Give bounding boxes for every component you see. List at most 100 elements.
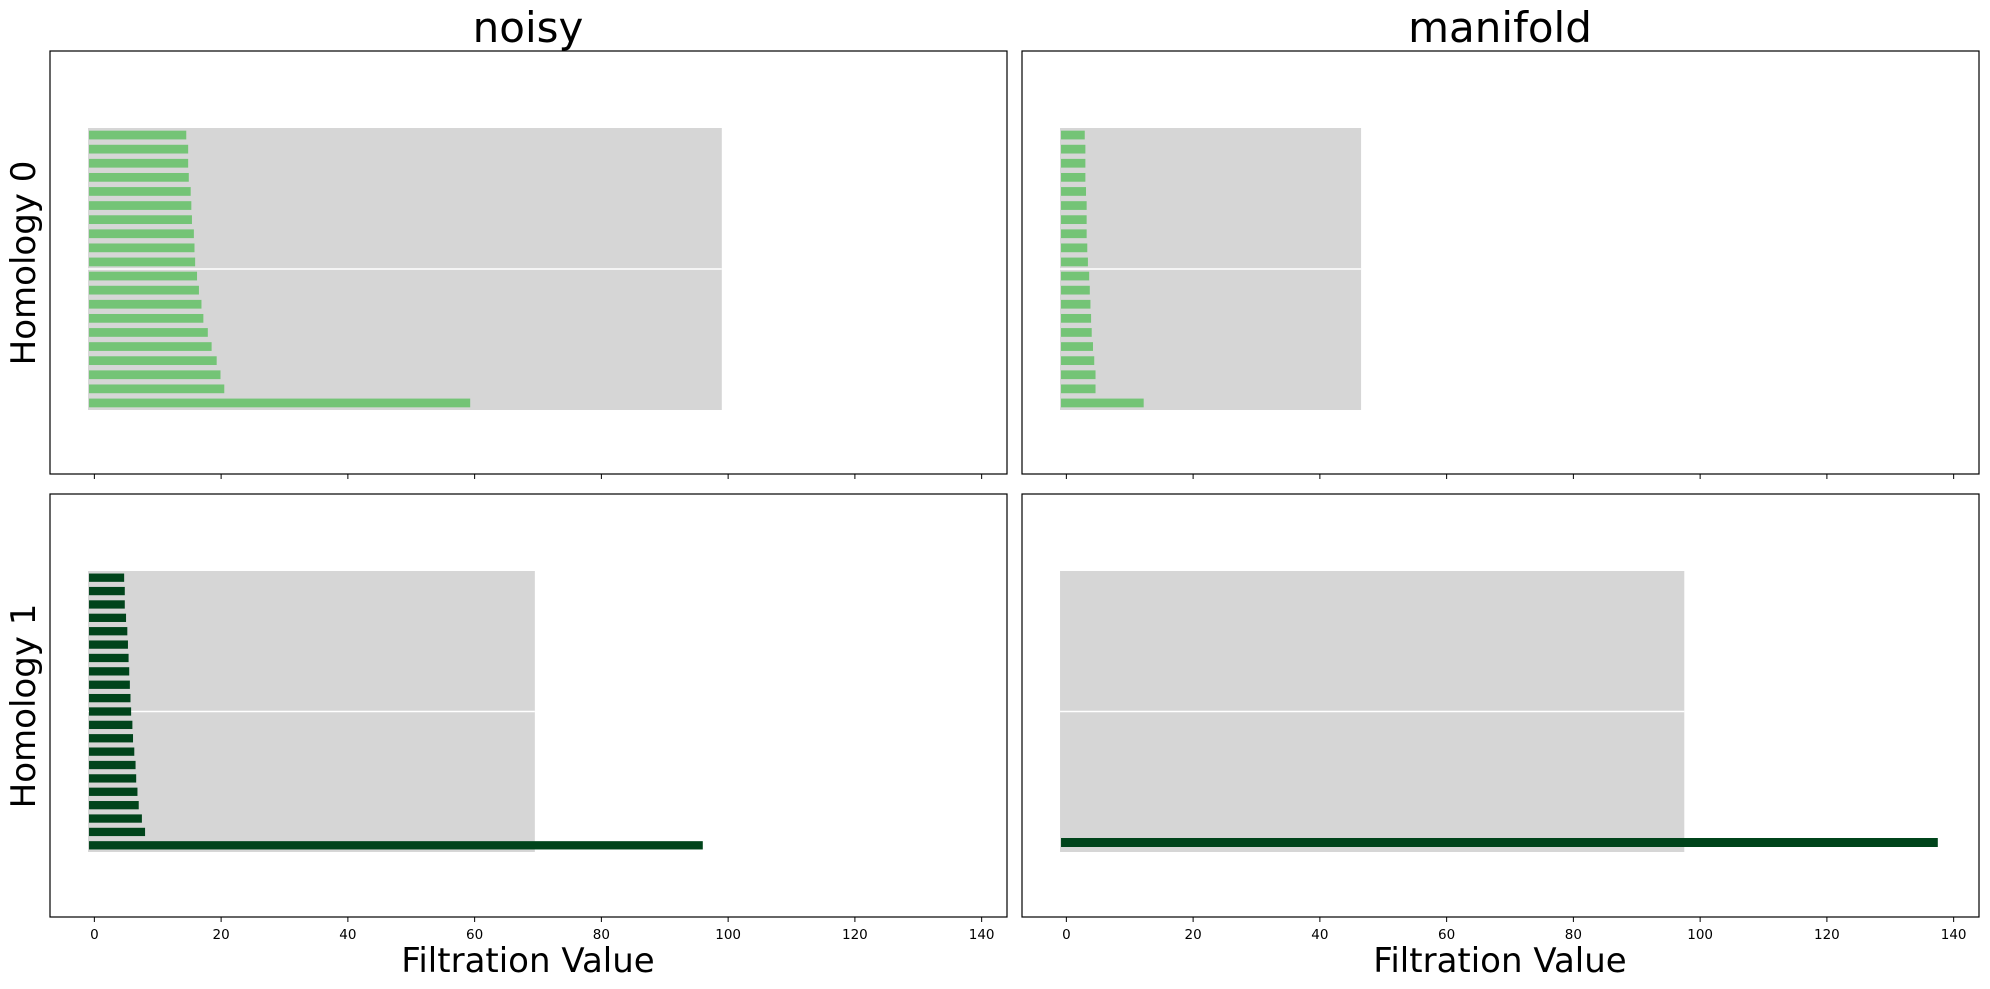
x-tick-label: 60	[1438, 927, 1455, 943]
barcode-bar	[89, 760, 136, 770]
plot-area	[88, 128, 722, 410]
row-label-homology-0: Homology 0	[4, 161, 44, 366]
barcode-bar	[1061, 229, 1087, 239]
barcode-bar	[1061, 243, 1088, 253]
barcode-bar	[89, 600, 125, 609]
barcode-bar	[1061, 215, 1087, 225]
x-axis	[1065, 474, 1955, 479]
column-title-manifold: manifold	[1408, 3, 1592, 52]
barcode-bar	[89, 328, 208, 337]
subplot-manifold-h0	[1021, 50, 1980, 479]
barcode-bar	[89, 398, 471, 408]
subplot-noisy-h0	[49, 50, 1008, 479]
barcode-bar	[1061, 144, 1086, 154]
barcode-bar	[89, 801, 139, 810]
barcode-bar	[1061, 313, 1092, 323]
barcode-bar	[89, 172, 189, 182]
x-tick-label: 0	[90, 927, 99, 943]
x-axis: 0 20 40 60 80 100 120 140	[1062, 917, 1967, 943]
plot-area	[88, 571, 703, 852]
x-tick-label: 120	[1814, 927, 1840, 943]
barcode-bar	[1061, 130, 1085, 140]
barcode-bar	[1061, 299, 1091, 309]
barcode-bar	[89, 285, 199, 295]
x-tick-label: 60	[466, 927, 483, 943]
barcode-bar	[1061, 328, 1092, 337]
x-tick-label: 40	[339, 927, 356, 943]
barcode-bar	[89, 774, 137, 783]
x-axis: 0 20 40 60 80 100 120 140	[90, 917, 995, 943]
barcode-bar	[89, 613, 127, 622]
barcode-bar	[1061, 398, 1144, 408]
barcode-bar	[1061, 285, 1090, 295]
x-tick-label: 120	[842, 927, 868, 943]
barcode-bar	[89, 734, 134, 743]
barcode-bar	[89, 680, 130, 689]
axes-frame	[49, 50, 1008, 475]
barcode-bar	[89, 640, 128, 649]
subplot-manifold-h1: 0 20 40 60 80 100 120 140	[1021, 493, 1980, 943]
barcode-bar	[89, 370, 221, 380]
barcode-bar	[89, 787, 138, 796]
barcode-bar	[89, 627, 128, 636]
barcode-bar	[89, 215, 192, 225]
x-tick-label: 80	[1565, 927, 1582, 943]
barcode-bar	[89, 158, 189, 168]
barcode-bar	[1061, 271, 1090, 281]
barcode-bar	[89, 693, 131, 703]
x-tick-label: 100	[715, 927, 741, 943]
axes-frame	[1021, 493, 1980, 918]
barcode-bar	[89, 720, 133, 730]
x-axis	[93, 474, 983, 479]
barcode-bar	[89, 841, 703, 850]
x-axis-label-noisy: Filtration Value	[401, 941, 654, 981]
barcode-bar	[1061, 172, 1086, 182]
x-tick-label: 20	[1185, 927, 1202, 943]
barcode-bar	[89, 827, 146, 837]
x-tick-label: 20	[213, 927, 230, 943]
barcode-bar	[89, 356, 217, 366]
barcode-bar	[89, 384, 225, 394]
x-axis-label-manifold: Filtration Value	[1373, 941, 1626, 981]
x-tick-label: 140	[969, 927, 995, 943]
barcode-bar	[89, 130, 187, 140]
barcode-bar	[89, 144, 189, 154]
barcode-bar	[89, 243, 195, 253]
axes-frame	[49, 493, 1008, 918]
x-tick-label: 140	[1941, 927, 1967, 943]
barcode-bar	[89, 201, 192, 210]
x-tick-label: 100	[1687, 927, 1713, 943]
barcode-bar	[89, 257, 196, 267]
barcode-bar	[89, 573, 125, 582]
barcode-bar	[1061, 158, 1086, 168]
barcode-bar	[89, 814, 142, 823]
barcode-bar	[1061, 838, 1938, 847]
barcode-bar	[89, 653, 129, 663]
barcode-bar	[89, 229, 194, 239]
row-label-homology-1: Homology 1	[4, 604, 44, 809]
plot-area	[1060, 571, 1938, 852]
plot-area	[1060, 128, 1362, 410]
barcode-bar	[89, 271, 198, 281]
subplot-noisy-h1: 0 20 40 60 80 100 120 140	[49, 493, 1008, 943]
barcode-bar	[89, 299, 202, 309]
barcode-bar	[89, 747, 135, 756]
barcode-bar	[1061, 342, 1093, 351]
barcode-bar	[1061, 201, 1087, 210]
x-tick-label: 40	[1311, 927, 1328, 943]
barcode-bar	[1061, 384, 1096, 394]
barcode-bar	[89, 667, 130, 676]
barcode-bar	[1061, 257, 1088, 267]
barcode-bar	[89, 313, 204, 323]
column-title-noisy: noisy	[473, 3, 584, 52]
barcode-bar	[1061, 356, 1095, 366]
barcode-bar	[1061, 370, 1096, 380]
axes-frame	[1021, 50, 1980, 475]
barcode-bar	[89, 586, 125, 596]
barcode-bar	[89, 187, 191, 196]
x-tick-label: 0	[1062, 927, 1071, 943]
barcode-bar	[1061, 187, 1087, 196]
barcode-bar	[89, 707, 132, 716]
barcode-bar	[89, 342, 212, 351]
